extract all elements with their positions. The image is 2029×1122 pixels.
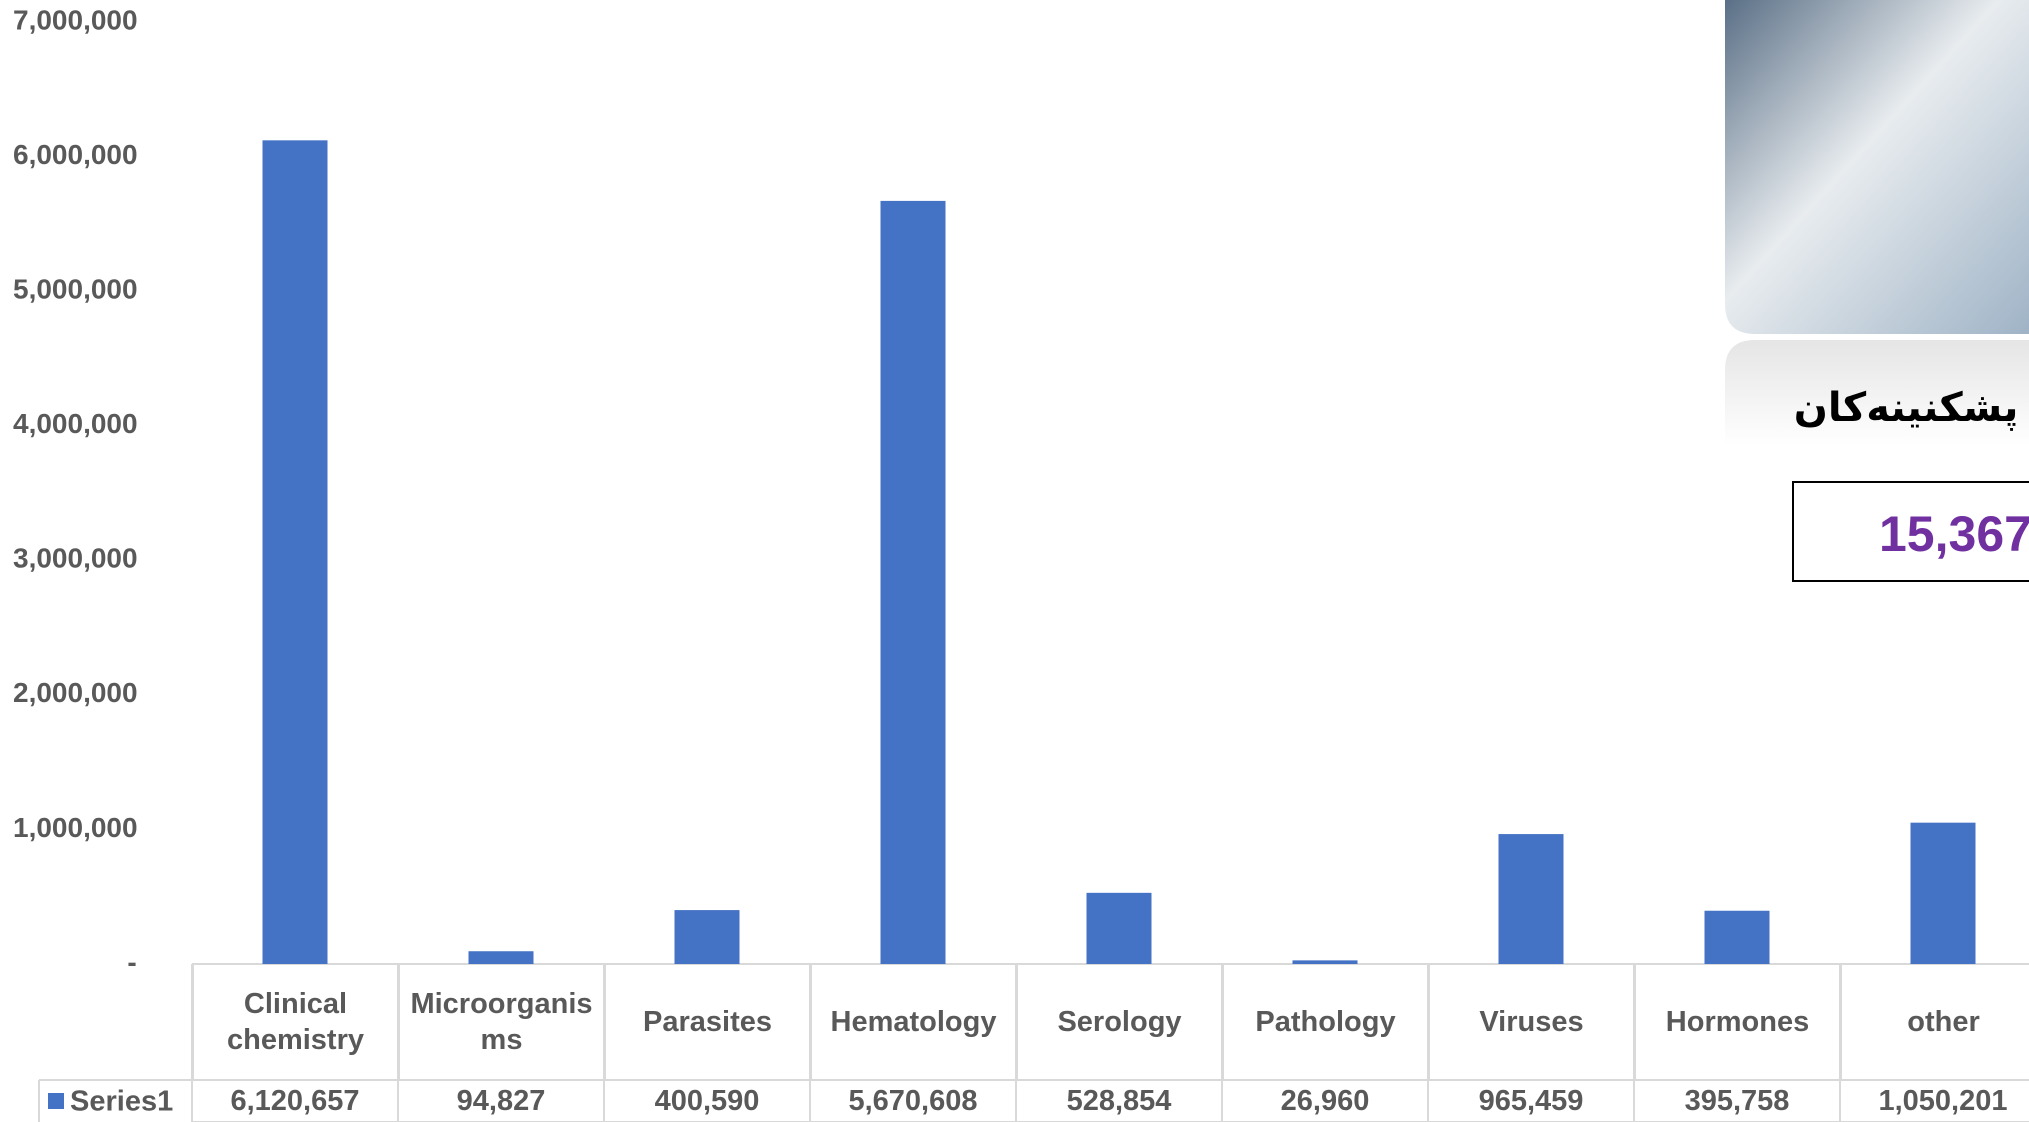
x-tick-label: Viruses: [1428, 964, 1634, 1080]
value-label: 5,670,608: [810, 1080, 1016, 1122]
x-tick-label: Pathology: [1222, 964, 1428, 1080]
value-label: 6,120,657: [192, 1080, 398, 1122]
x-tick-label: Hormones: [1634, 964, 1840, 1080]
bar: [1292, 960, 1358, 964]
photo-caption: ی پشکنینەکان: [1793, 385, 2029, 431]
x-tick-label: Parasites: [604, 964, 810, 1080]
caption-background: [1725, 340, 2029, 446]
value-label: 400,590: [604, 1080, 810, 1122]
bar: [468, 951, 534, 964]
value-label: 965,459: [1428, 1080, 1634, 1122]
legend-label: Series1: [70, 1086, 173, 1118]
bar: [1498, 834, 1564, 964]
bar: [262, 140, 328, 964]
value-label: 1,050,201: [1840, 1080, 2029, 1122]
value-label: 528,854: [1016, 1080, 1222, 1122]
y-tick-label: 5,000,000: [13, 274, 138, 305]
x-tick-label: Serology: [1016, 964, 1222, 1080]
y-tick-label: 4,000,000: [13, 408, 138, 439]
x-tick-label: other: [1840, 964, 2029, 1080]
y-tick-label: 1,000,000: [13, 812, 138, 843]
bar: [880, 200, 946, 964]
x-tick-label: Hematology: [810, 964, 1016, 1080]
bar: [1704, 910, 1770, 964]
y-tick-label: 7,000,000: [13, 4, 138, 35]
legend-swatch: [48, 1093, 64, 1109]
value-label: 94,827: [398, 1080, 604, 1122]
x-tick-label: Clinical chemistry: [192, 964, 398, 1080]
bar: [1910, 822, 1976, 964]
total-box: 15,367: [1792, 481, 2029, 582]
bar: [1086, 892, 1152, 964]
y-tick-label: 2,000,000: [13, 677, 138, 708]
total-value: 15,367: [1879, 506, 2029, 562]
y-tick-label: 6,000,000: [13, 139, 138, 170]
value-label: 26,960: [1222, 1080, 1428, 1122]
y-tick-label: 3,000,000: [13, 543, 138, 574]
value-label: 395,758: [1634, 1080, 1840, 1122]
y-tick-label: -: [127, 946, 136, 977]
bar: [674, 910, 740, 964]
x-tick-label: Microorganisms: [398, 964, 604, 1080]
photo: [1725, 0, 2029, 334]
